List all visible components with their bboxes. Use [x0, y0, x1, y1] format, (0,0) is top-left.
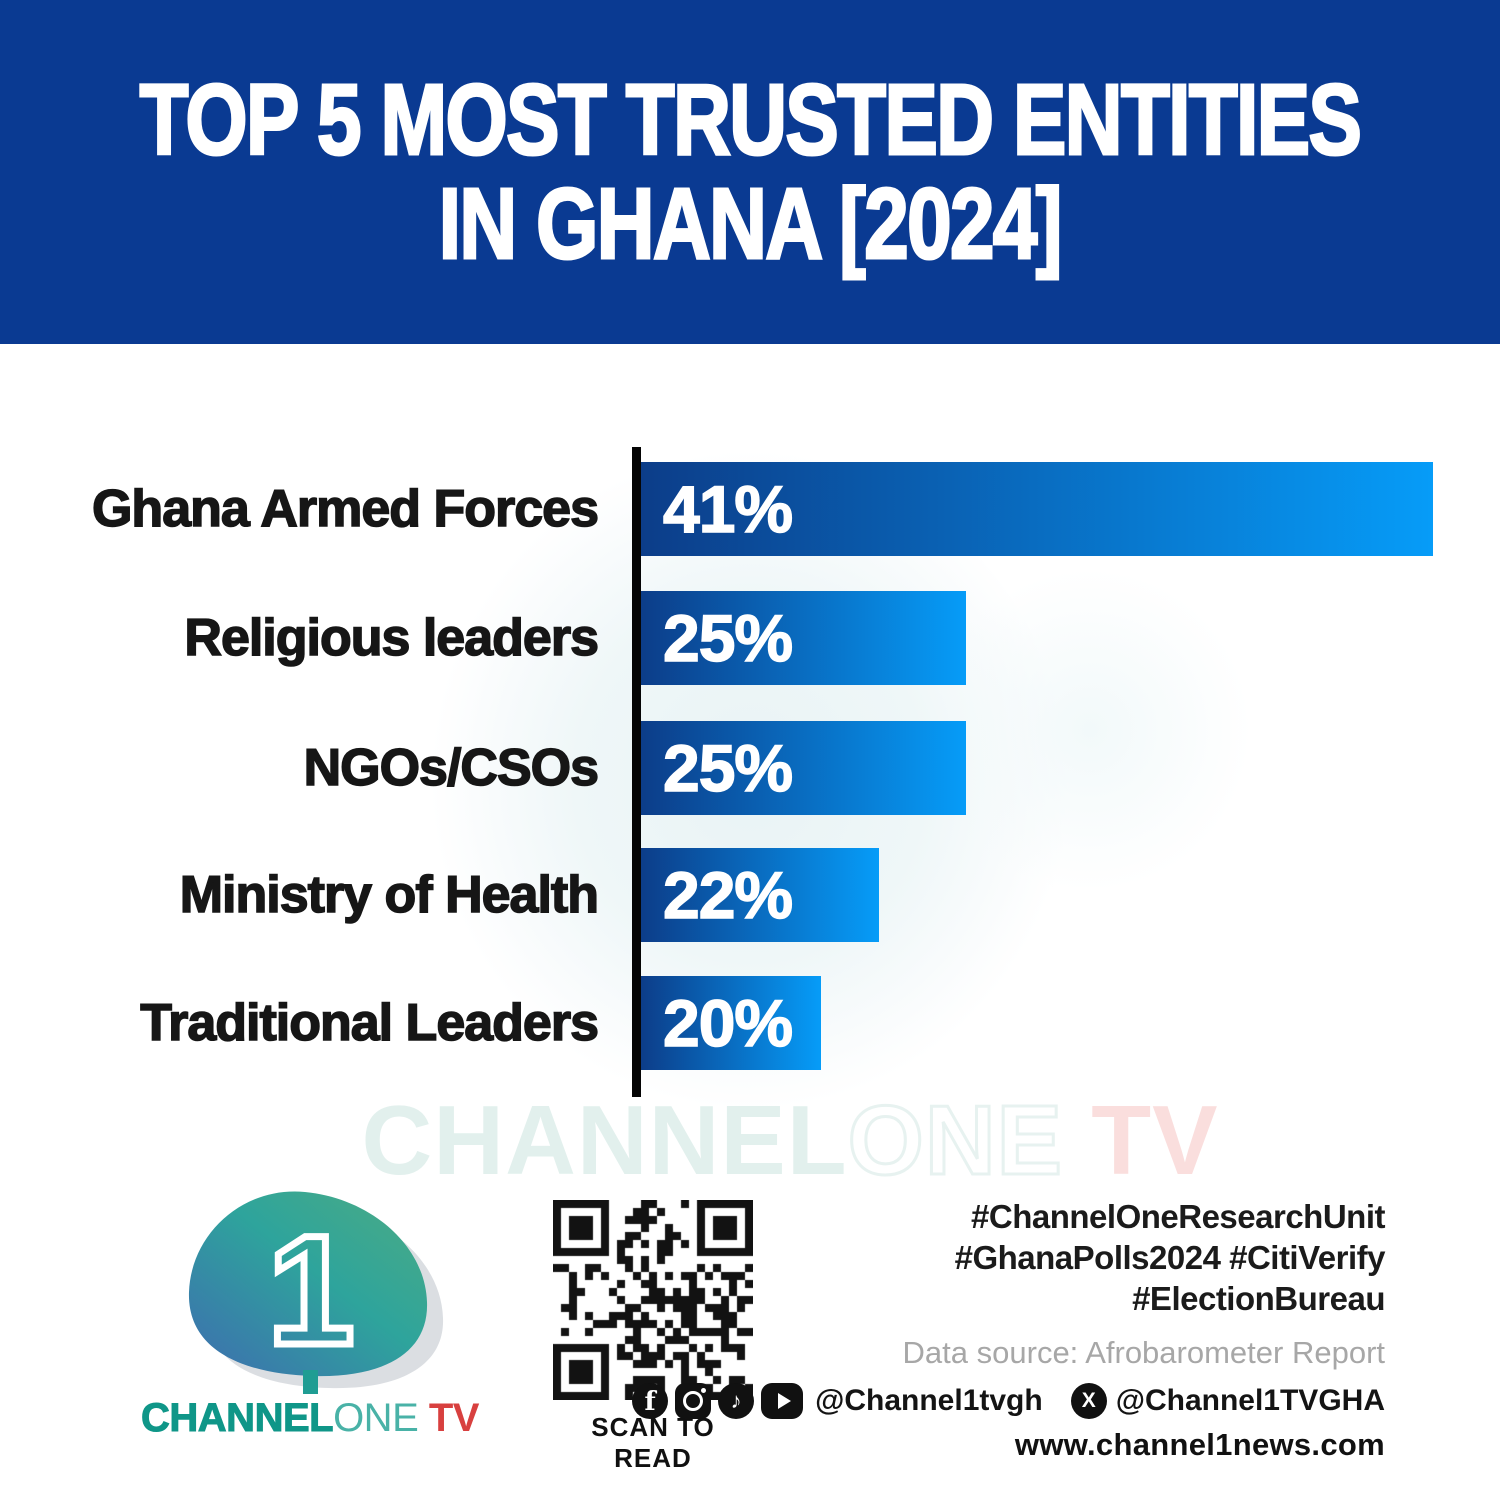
- watermark-channel: CHANNEL: [361, 1085, 848, 1195]
- channel-one-tv-watermark: CHANNELONE TV: [80, 1084, 1500, 1197]
- logo-pebble-blob: [188, 1191, 428, 1377]
- instagram-icon: [675, 1383, 712, 1419]
- tiktok-icon: [718, 1383, 755, 1419]
- brand-tv: TV: [418, 1396, 480, 1440]
- brand-one: ONE: [333, 1396, 419, 1440]
- qr-code: [553, 1200, 753, 1400]
- value-label: 20%: [662, 985, 794, 1061]
- hashtag-line: #ElectionBureau: [1132, 1280, 1385, 1317]
- data-source-note: Data source: Afrobarometer Report: [902, 1335, 1385, 1370]
- chart-row: Ghana Armed Forces 41%: [0, 462, 1500, 556]
- footer-right-column: #ChannelOneResearchUnit #GhanaPolls2024 …: [632, 1196, 1386, 1463]
- logo-numeral-tail: [303, 1370, 318, 1394]
- bar-traditional-leaders: 20%: [641, 976, 821, 1070]
- social-handle-main: @Channel1tvgh: [815, 1384, 1043, 1417]
- chart-row: Ministry of Health 22%: [0, 848, 1500, 942]
- hashtag-line: #GhanaPolls2024 #CitiVerify: [954, 1239, 1386, 1276]
- watermark-one: ONE: [846, 1084, 1063, 1197]
- header-banner: TOP 5 MOST TRUSTED ENTITIES IN GHANA [20…: [0, 0, 1500, 344]
- qr-block: SCAN TO READ: [553, 1200, 753, 1474]
- bar-ghana-armed-forces: 41%: [641, 462, 1433, 556]
- page-title-line1: TOP 5 MOST TRUSTED ENTITIES: [138, 64, 1363, 176]
- x-icon: [1070, 1383, 1107, 1419]
- category-label: Ghana Armed Forces: [91, 479, 600, 539]
- brand-channel: CHANNEL: [141, 1396, 335, 1441]
- bar-ngos-csos: 25%: [641, 721, 966, 815]
- hashtag-line: #ChannelOneResearchUnit: [971, 1198, 1385, 1235]
- website-url: www.channel1news.com: [1014, 1427, 1385, 1462]
- brand-wordmark: CHANNELONE TV: [110, 1396, 510, 1441]
- chart-row: Religious leaders 25%: [0, 591, 1500, 685]
- page-title-line2: IN GHANA [2024]: [438, 168, 1064, 280]
- chart-row: Traditional Leaders 20%: [0, 976, 1500, 1070]
- watermark-tv: TV: [1063, 1085, 1219, 1195]
- logo-numeral-1: 1: [268, 1204, 355, 1378]
- bar-religious-leaders: 25%: [641, 591, 966, 685]
- value-label: 25%: [662, 600, 794, 676]
- social-handle-x: @Channel1TVGHA: [1115, 1384, 1385, 1417]
- chart-row: NGOs/CSOs 25%: [0, 721, 1500, 815]
- youtube-icon: [761, 1383, 804, 1419]
- chart-axis-line: [632, 447, 641, 1097]
- category-label: Ministry of Health: [179, 865, 600, 925]
- qr-caption: SCAN TO READ: [591, 1412, 715, 1473]
- bar-ministry-of-health: 22%: [641, 848, 879, 942]
- category-label: Religious leaders: [184, 608, 600, 668]
- category-label: NGOs/CSOs: [303, 738, 600, 798]
- facebook-icon: [632, 1383, 669, 1419]
- value-label: 22%: [662, 857, 794, 933]
- value-label: 41%: [662, 471, 794, 547]
- channel-one-logo: 1: [188, 1191, 444, 1394]
- social-row: @Channel1tvgh @Channel1TVGHA: [632, 1383, 1385, 1419]
- category-label: Traditional Leaders: [139, 993, 599, 1053]
- value-label: 25%: [662, 730, 794, 806]
